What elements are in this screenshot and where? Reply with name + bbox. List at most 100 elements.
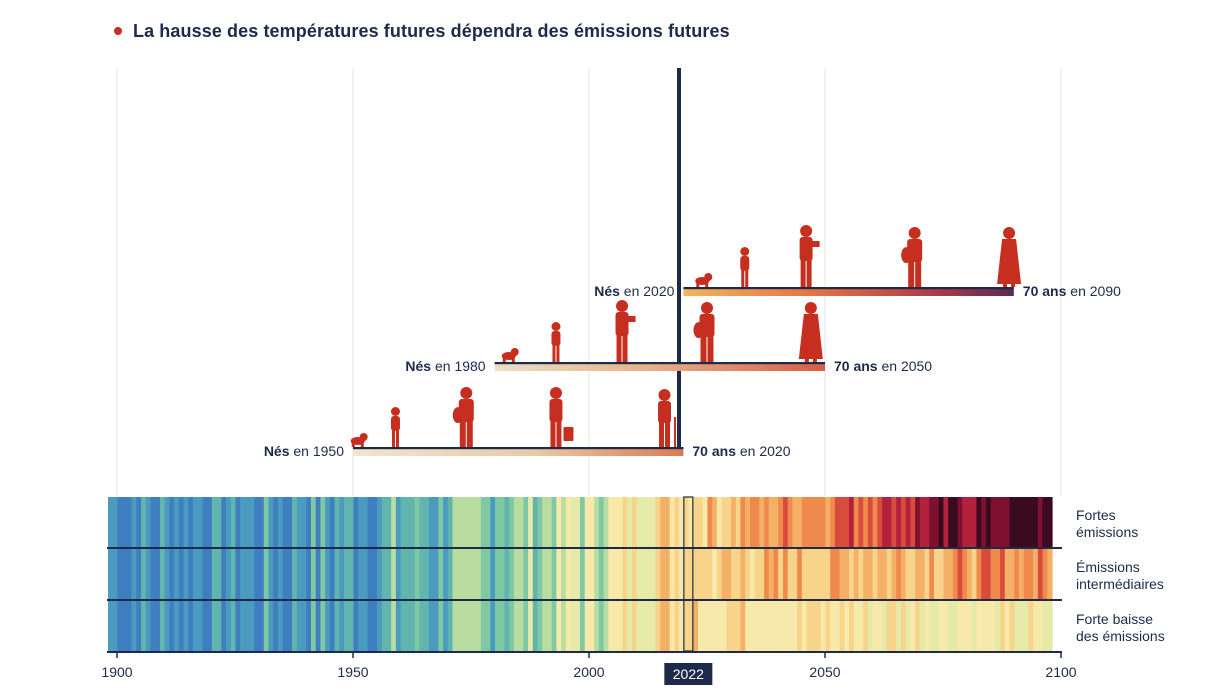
stripe xyxy=(131,601,137,651)
stripe xyxy=(169,549,175,599)
stripe xyxy=(594,601,600,651)
stripe xyxy=(655,549,661,599)
stripe xyxy=(306,497,312,547)
stripe xyxy=(546,601,553,651)
stripe xyxy=(863,549,869,599)
stripe xyxy=(202,601,208,651)
stripe xyxy=(938,549,945,599)
stripe xyxy=(334,497,340,547)
stripe xyxy=(296,497,303,547)
stripe xyxy=(712,497,718,547)
stripe xyxy=(424,497,430,547)
stripe xyxy=(650,497,657,547)
stripe xyxy=(1018,497,1025,547)
stripe xyxy=(924,497,930,547)
stripe xyxy=(192,601,199,651)
stripe xyxy=(235,601,241,651)
stripe xyxy=(1042,601,1048,651)
stripe xyxy=(499,497,506,547)
stripe xyxy=(240,601,246,651)
generation-1950: Nés en 1950 70 ans en 2020 xyxy=(264,387,791,459)
stripe xyxy=(830,497,836,547)
stripe xyxy=(126,549,133,599)
stripe xyxy=(523,497,529,547)
stripe xyxy=(740,497,746,547)
stripe xyxy=(226,497,232,547)
stripe xyxy=(504,549,510,599)
age70-label-2090: 70 ans en 2090 xyxy=(1023,283,1121,299)
stripe xyxy=(523,549,529,599)
stripe xyxy=(938,601,945,651)
stripe xyxy=(292,497,298,547)
stripe xyxy=(462,549,468,599)
chart-title: La hausse des températures futures dépen… xyxy=(114,18,730,44)
stripe xyxy=(589,497,595,547)
stripe xyxy=(353,549,359,599)
stripe xyxy=(1033,601,1039,651)
stripe xyxy=(990,497,996,547)
stripe xyxy=(669,549,675,599)
stripe xyxy=(664,497,671,547)
stripe xyxy=(896,497,902,547)
stripe xyxy=(183,497,189,547)
stripe xyxy=(226,549,232,599)
stripe xyxy=(108,549,114,599)
stripe xyxy=(419,549,425,599)
stripe xyxy=(551,549,557,599)
stripe xyxy=(518,497,524,547)
stripe xyxy=(259,601,265,651)
stripe xyxy=(934,549,940,599)
stripe xyxy=(207,601,213,651)
scenario-labels: Fortes émissions Émissions intermédiaires Fo… xyxy=(1076,507,1165,644)
year-2022-badge-label: 2022 xyxy=(673,666,704,682)
stripe xyxy=(910,497,916,547)
stripe xyxy=(386,549,392,599)
stripe xyxy=(580,601,586,651)
stripe xyxy=(240,497,246,547)
stripe xyxy=(353,601,359,651)
lifespan-bar-2020 xyxy=(683,288,1014,296)
stripe xyxy=(476,549,482,599)
stripe xyxy=(1000,601,1006,651)
x-axis: 1900 1950 2000 2050 2100 2022 xyxy=(101,651,1077,685)
stripe xyxy=(820,601,827,651)
age70-label-2020: 70 ans en 2020 xyxy=(692,443,790,459)
stripe xyxy=(995,549,1001,599)
child-silhouette-icon xyxy=(740,247,750,287)
stripe xyxy=(764,549,770,599)
stripe xyxy=(1033,497,1039,547)
stripe xyxy=(598,549,605,599)
stripe xyxy=(136,549,142,599)
stripe xyxy=(886,601,893,651)
stripe xyxy=(485,497,491,547)
stripe xyxy=(476,497,482,547)
stripe xyxy=(221,601,227,651)
stripe xyxy=(108,601,114,651)
stripe xyxy=(216,549,222,599)
stripe xyxy=(509,549,515,599)
stripe xyxy=(867,549,874,599)
stripe xyxy=(598,601,605,651)
stripe xyxy=(702,601,709,651)
stripe xyxy=(768,497,775,547)
stripe xyxy=(1028,497,1034,547)
stripe xyxy=(910,549,916,599)
stripe xyxy=(320,601,326,651)
stripe xyxy=(537,549,543,599)
stripe xyxy=(820,549,827,599)
stripe xyxy=(395,497,402,547)
baby-crawling-silhouette-icon xyxy=(695,273,713,287)
stripe xyxy=(499,601,506,651)
stripe xyxy=(1037,549,1044,599)
stripe xyxy=(419,601,425,651)
stripe xyxy=(872,497,878,547)
stripe xyxy=(967,497,973,547)
stripe xyxy=(339,549,345,599)
stripe xyxy=(740,549,746,599)
stripe xyxy=(575,601,581,651)
stripe xyxy=(546,549,553,599)
stripe xyxy=(952,497,959,547)
stripe xyxy=(636,549,642,599)
stripe xyxy=(731,549,737,599)
stripe xyxy=(504,601,510,651)
